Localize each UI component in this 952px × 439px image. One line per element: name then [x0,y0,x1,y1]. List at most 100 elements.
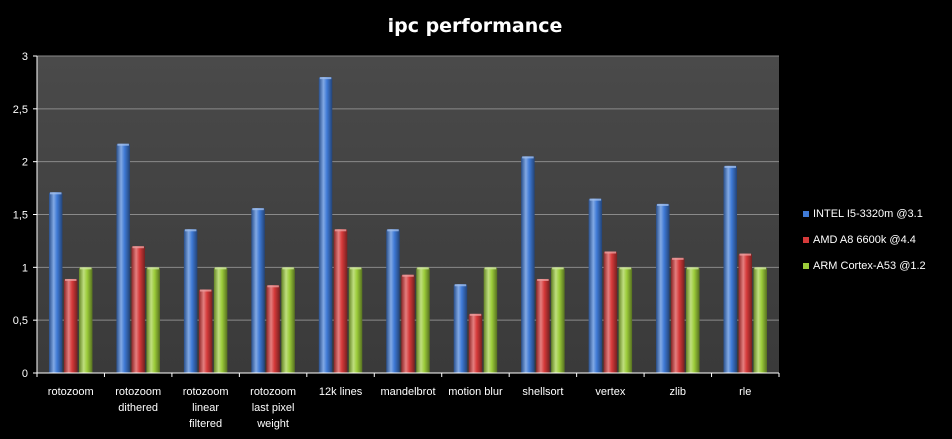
legend-label: ARM Cortex-A53 @1.2 [813,260,926,272]
x-tick-label: rotozoom linear filtered [183,386,229,430]
bar-shape [318,77,333,373]
bar-shape [116,143,130,373]
bar-shape [251,208,265,373]
bar-shape [198,289,213,373]
bar-shape [603,251,618,373]
bar-cap [724,165,737,168]
bar [551,267,565,373]
bar-shape [333,229,348,373]
x-axis: rotozoom rotozoom dithered rotozoom linear fi… [36,372,780,430]
bar-cap [184,229,197,232]
bar-cap [132,246,144,249]
legend-swatch [803,211,809,217]
bar [536,278,550,373]
bar-shape [738,253,753,373]
bar-shape [453,284,468,373]
bar [183,229,198,373]
bar [48,192,63,373]
bar [198,289,213,373]
bar-cap [214,267,227,270]
bar [738,253,753,373]
bar [386,229,400,373]
bar-cap [739,253,752,256]
bar-cap [199,289,212,292]
bar-cap [469,313,482,316]
bar-shape [468,313,483,373]
bar [78,267,93,373]
bar-cap [552,267,564,270]
bar-shape [536,278,550,373]
bar-shape [416,267,430,373]
chart-title: ipc performance [388,15,563,37]
bar-shape [671,257,685,373]
bar-shape [588,198,603,373]
bar-cap [64,278,77,281]
bar-cap [454,284,467,287]
legend-item: INTEL I5-3320m @3.1 [803,208,923,220]
legend: INTEL I5-3320m @3.1 AMD A8 6600k @4.4 ARM … [803,208,926,272]
bar-shape [656,203,670,373]
bar-cap [117,143,129,146]
bar-shape [551,267,565,373]
bar [483,267,498,373]
bar-cap [672,257,684,260]
bar [251,208,265,373]
y-tick-label: 0 [22,368,28,380]
legend-label: AMD A8 6600k @4.4 [813,234,916,246]
bar-shape [618,267,633,373]
bar-shape [483,267,498,373]
bar-cap [537,278,549,281]
bars [48,77,768,373]
legend-item: AMD A8 6600k @4.4 [803,234,916,246]
x-tick-label: rotozoom last pixel weight [250,386,296,430]
bar [131,246,145,373]
bar-cap [282,267,294,270]
bar [753,267,768,373]
bar-cap [417,267,429,270]
x-tick-label: motion blur [448,386,503,398]
bar [318,77,333,373]
bar-shape [281,267,295,373]
legend-item: ARM Cortex-A53 @1.2 [803,260,926,272]
legend-swatch [803,263,809,269]
x-tick-label: vertex [595,386,625,398]
bar-shape [266,285,280,373]
x-tick-label: 12k lines [319,386,363,398]
bar-shape [348,267,363,373]
bar-cap [589,198,602,201]
y-tick-label: 1 [22,262,28,274]
x-tick-label: shellsort [522,386,563,398]
bar-cap [754,267,767,270]
y-tick-label: 0,5 [13,315,28,327]
bar-cap [402,274,414,277]
bar [63,278,78,373]
bar-shape [48,192,63,373]
bar-cap [147,267,159,270]
y-tick-label: 2,5 [13,104,28,116]
y-tick-label: 3 [22,51,28,63]
bar-cap [349,267,362,270]
bar-shape [213,267,228,373]
bar-shape [63,278,78,373]
bar-shape [723,165,738,373]
bar [588,198,603,373]
bar-cap [49,192,62,195]
bar-cap [484,267,497,270]
bar [333,229,348,373]
x-tick-label: zlib [670,386,687,398]
bar-shape [401,274,415,373]
bar [281,267,295,373]
x-tick-label: rotozoom dithered [115,386,161,414]
bar [348,267,363,373]
bar-shape [131,246,145,373]
bar-shape [78,267,93,373]
bar-cap [387,229,399,232]
bar-cap [319,77,332,80]
bar-shape [753,267,768,373]
bar-cap [334,229,347,232]
x-tick-label: mandelbrot [380,386,435,398]
bar [723,165,738,373]
bar [468,313,483,373]
y-tick-label: 1,5 [13,210,28,222]
